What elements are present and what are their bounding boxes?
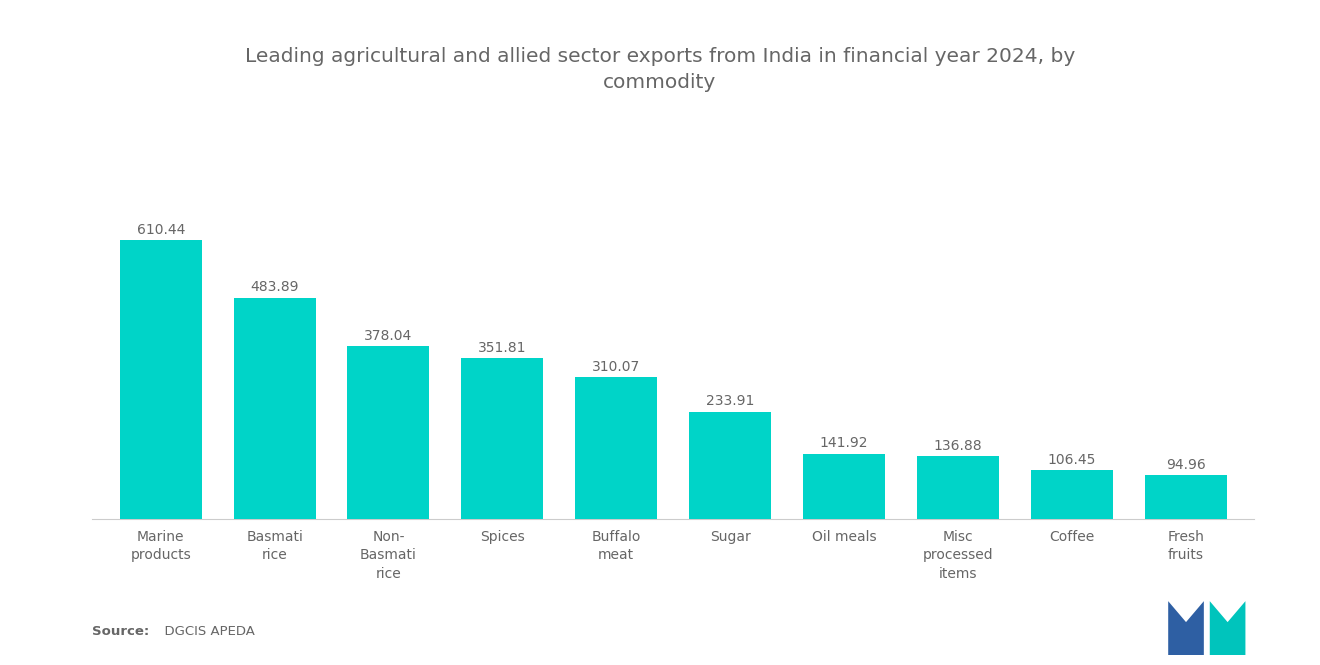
- Text: 233.91: 233.91: [706, 394, 754, 408]
- Text: 610.44: 610.44: [136, 223, 185, 237]
- Text: 141.92: 141.92: [820, 436, 869, 450]
- Bar: [917, 456, 999, 519]
- Bar: [120, 240, 202, 519]
- Bar: [689, 412, 771, 519]
- Bar: [1144, 475, 1226, 519]
- Bar: [234, 298, 315, 519]
- Bar: [576, 377, 657, 519]
- Bar: [462, 358, 544, 519]
- Text: Leading agricultural and allied sector exports from India in financial year 2024: Leading agricultural and allied sector e…: [246, 47, 1074, 92]
- Text: 136.88: 136.88: [933, 439, 982, 453]
- Bar: [347, 346, 429, 519]
- Bar: [1031, 470, 1113, 519]
- Text: DGCIS APEDA: DGCIS APEDA: [156, 625, 255, 638]
- Text: 483.89: 483.89: [251, 281, 298, 295]
- Text: 351.81: 351.81: [478, 340, 527, 354]
- Text: 106.45: 106.45: [1048, 452, 1096, 467]
- Text: 94.96: 94.96: [1166, 458, 1205, 471]
- Text: Source:: Source:: [92, 625, 149, 638]
- Bar: [803, 454, 884, 519]
- Text: 378.04: 378.04: [364, 329, 413, 342]
- Polygon shape: [1168, 601, 1204, 655]
- Text: 310.07: 310.07: [593, 360, 640, 374]
- Polygon shape: [1209, 601, 1246, 655]
